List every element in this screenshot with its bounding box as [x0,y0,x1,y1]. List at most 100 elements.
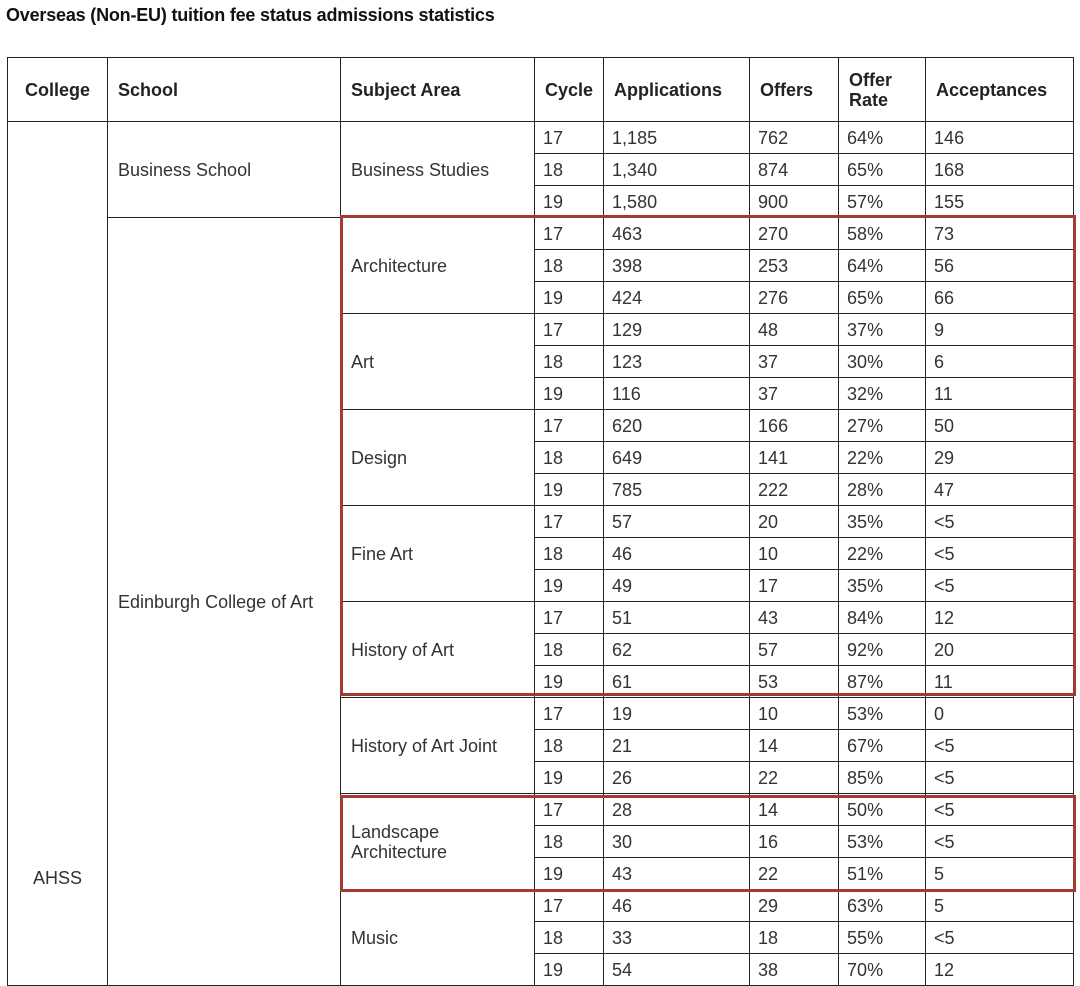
offers-cell: 37 [749,345,840,378]
cycle-cell: 19 [533,281,605,314]
table-row: 19 54 38 70% 12 [8,953,1075,986]
offer-rate-cell: 84% [838,601,927,634]
subject-area-cell: Business Studies [340,121,535,218]
applications-cell: 57 [603,505,751,538]
header-row: College School Subject Area Cycle Applic… [7,57,1075,122]
cycle-cell: 17 [533,313,605,346]
applications-cell: 61 [603,665,751,698]
offers-cell: 22 [749,761,840,794]
applications-cell: 19 [603,697,751,730]
header-school: School [107,57,341,122]
header-cycle: Cycle [533,57,605,122]
offer-rate-cell: 58% [838,217,927,250]
applications-cell: 49 [603,569,751,602]
table-row: History of Art Joint 17 19 10 53% 0 [8,697,1075,794]
offers-cell: 14 [749,793,840,826]
table-row: AHSS Business School Business Studies 17 1,1… [7,121,1075,986]
offers-cell: 20 [749,505,840,538]
applications-cell: 398 [603,249,751,282]
acceptances-cell: 155 [925,185,1075,218]
table-row: Edinburgh College of Art Architecture 17 46… [8,217,1075,986]
cycle-cell: 18 [533,825,605,858]
offers-cell: 276 [749,281,840,314]
acceptances-cell: 5 [925,889,1075,922]
header-acceptances: Acceptances [925,57,1075,122]
applications-cell: 26 [603,761,751,794]
offers-cell: 37 [749,377,840,410]
subject-area-cell: History of Art Joint [340,697,535,794]
acceptances-cell: 6 [925,345,1075,378]
acceptances-cell: <5 [925,537,1075,570]
table-row: 19 116 37 32% 11 [8,377,1075,410]
cycle-cell: 18 [533,633,605,666]
offer-rate-cell: 87% [838,665,927,698]
offers-cell: 38 [749,953,840,986]
cycle-cell: 17 [533,793,605,826]
acceptances-cell: 50 [925,409,1075,442]
table-row: 19 26 22 85% <5 [8,761,1075,794]
cycle-cell: 17 [533,409,605,442]
table-row: 18 30 16 53% <5 [8,825,1075,858]
offer-rate-cell: 63% [838,889,927,922]
applications-cell: 424 [603,281,751,314]
applications-cell: 21 [603,729,751,762]
table-row: 19 785 222 28% 47 [8,473,1075,506]
acceptances-cell: 0 [925,697,1075,730]
offer-rate-cell: 30% [838,345,927,378]
header-applications: Applications [603,57,751,122]
offer-rate-cell: 64% [838,121,927,154]
acceptances-cell: <5 [925,793,1075,826]
cycle-cell: 17 [533,121,605,154]
cycle-cell: 18 [533,345,605,378]
subject-area-cell: Music [340,889,535,986]
offer-rate-cell: 27% [838,409,927,442]
offers-cell: 10 [749,537,840,570]
applications-cell: 123 [603,345,751,378]
offers-cell: 166 [749,409,840,442]
cycle-cell: 17 [533,697,605,730]
acceptances-cell: <5 [925,569,1075,602]
offers-cell: 762 [749,121,840,154]
school-cell: Edinburgh College of Art [107,217,341,986]
offer-rate-cell: 57% [838,185,927,218]
acceptances-cell: <5 [925,505,1075,538]
table-row: 19 1,580 900 57% 155 [8,185,1075,218]
acceptances-cell: 12 [925,953,1075,986]
subject-area-cell: Fine Art [340,505,535,602]
applications-cell: 62 [603,633,751,666]
offer-rate-cell: 53% [838,825,927,858]
cycle-cell: 19 [533,665,605,698]
acceptances-cell: 47 [925,473,1075,506]
cycle-cell: 17 [533,889,605,922]
cycle-cell: 17 [533,505,605,538]
table-row: 19 49 17 35% <5 [8,569,1075,602]
applications-cell: 785 [603,473,751,506]
header-college: College [7,57,108,122]
offer-rate-cell: 55% [838,921,927,954]
subject-area-cell: Design [340,409,535,506]
table-row: 19 61 53 87% 11 [8,665,1075,698]
offer-rate-cell: 22% [838,537,927,570]
applications-cell: 649 [603,441,751,474]
applications-cell: 46 [603,889,751,922]
college-cell: AHSS [7,121,108,986]
offer-rate-cell: 65% [838,281,927,314]
cycle-cell: 17 [533,601,605,634]
offers-cell: 14 [749,729,840,762]
table-row: 18 46 10 22% <5 [8,537,1075,570]
applications-cell: 46 [603,537,751,570]
offers-cell: 18 [749,921,840,954]
acceptances-cell: <5 [925,761,1075,794]
offer-rate-cell: 85% [838,761,927,794]
table-row: 18 21 14 67% <5 [8,729,1075,762]
table-row: 18 62 57 92% 20 [8,633,1075,666]
applications-cell: 129 [603,313,751,346]
offers-cell: 48 [749,313,840,346]
applications-cell: 28 [603,793,751,826]
offer-rate-cell: 51% [838,857,927,890]
offer-rate-cell: 70% [838,953,927,986]
offer-rate-cell: 32% [838,377,927,410]
acceptances-cell: <5 [925,921,1075,954]
cycle-cell: 18 [533,921,605,954]
table-row: 19 424 276 65% 66 [8,281,1075,314]
